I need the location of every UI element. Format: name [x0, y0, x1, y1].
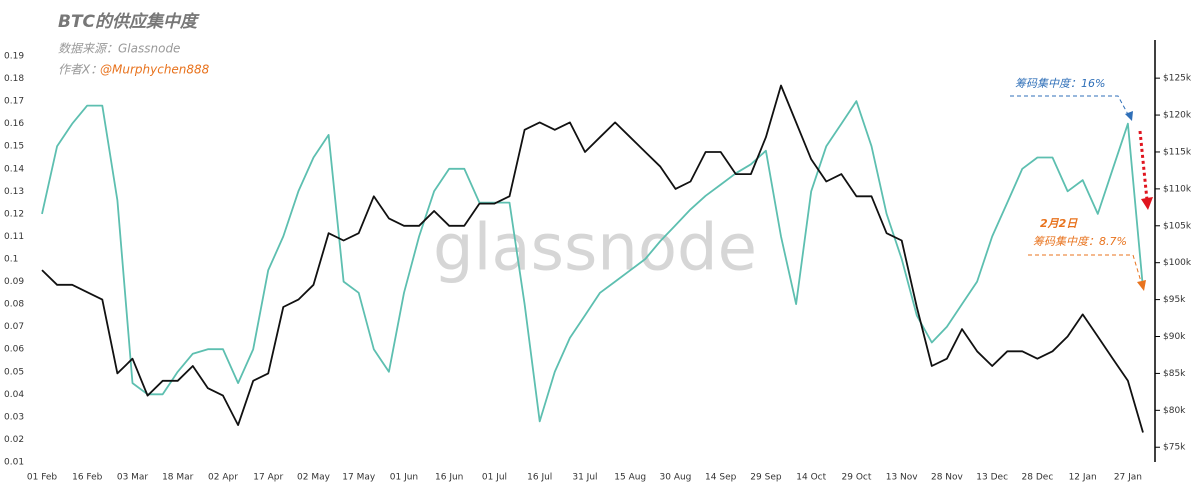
x-tick-label: 01 Jul	[482, 473, 507, 483]
y-tick-label: 0.11	[4, 232, 24, 242]
y2-tick-label: $85k	[1163, 369, 1186, 379]
y2-tick-label: $115k	[1163, 147, 1192, 157]
drop-arrow	[1138, 130, 1149, 201]
source: 数据来源：Glassnode	[58, 42, 180, 56]
y-tick-label: 0.1	[4, 255, 18, 265]
x-tick-label: 13 Dec	[976, 473, 1008, 483]
x-tick-label: 28 Dec	[1022, 473, 1054, 483]
x-tick-label: 12 Jan	[1069, 473, 1097, 483]
x-tick-label: 18 Mar	[162, 473, 194, 483]
y-tick-label: 0.19	[4, 52, 24, 62]
y2-tick-label: $75k	[1163, 443, 1186, 453]
x-tick-label: 29 Oct	[842, 473, 872, 483]
arrow-head	[1141, 197, 1153, 210]
x-tick-label: 02 Apr	[208, 473, 238, 483]
annotation-arrow	[1010, 95, 1131, 119]
y2-tick-label: $105k	[1163, 221, 1192, 231]
x-tick-label: 03 Mar	[117, 473, 149, 483]
author-handle: @Murphychen888	[100, 63, 210, 77]
annotation: 筹码集中度：8.7%	[1033, 235, 1127, 248]
x-tick-label: 02 May	[297, 473, 331, 483]
y-tick-label: 0.12	[4, 209, 24, 219]
y2-tick-label: $110k	[1163, 184, 1192, 194]
x-tick-label: 14 Sep	[705, 473, 737, 483]
arrow-head	[1125, 111, 1133, 121]
y-tick-label: 0.01	[4, 458, 24, 468]
x-tick-label: 01 Feb	[27, 473, 58, 483]
x-tick-label: 16 Jul	[527, 473, 552, 483]
x-tick-label: 28 Nov	[931, 473, 964, 483]
y-tick-label: 0.14	[4, 164, 24, 174]
y-tick-label: 0.05	[4, 367, 24, 377]
y2-tick-label: $80k	[1163, 406, 1186, 416]
x-tick-label: 16 Feb	[72, 473, 103, 483]
y2-tick-label: $100k	[1163, 258, 1192, 268]
y2-tick-label: $125k	[1163, 74, 1192, 84]
annotation: 2月2日	[1040, 217, 1078, 230]
x-tick-label: 17 May	[342, 473, 376, 483]
y-tick-label: 0.03	[4, 412, 24, 422]
y-tick-label: 0.18	[4, 74, 24, 84]
x-tick-label: 31 Jul	[572, 473, 597, 483]
y-tick-label: 0.08	[4, 300, 24, 310]
y-tick-label: 0.06	[4, 345, 24, 355]
y-tick-label: 0.09	[4, 277, 24, 287]
x-tick-label: 27 Jan	[1114, 473, 1142, 483]
y-tick-label: 0.02	[4, 435, 24, 445]
y2-tick-label: $90k	[1163, 332, 1186, 342]
x-tick-label: 15 Aug	[614, 473, 646, 483]
y-tick-label: 0.04	[4, 390, 24, 400]
x-tick-label: 13 Nov	[886, 473, 919, 483]
x-tick-label: 16 Jun	[435, 473, 463, 483]
y2-tick-label: $120k	[1163, 111, 1192, 121]
y-tick-label: 0.16	[4, 119, 24, 129]
y-tick-label: 0.17	[4, 97, 24, 107]
y-tick-label: 0.15	[4, 142, 24, 152]
x-tick-label: 17 Apr	[253, 473, 283, 483]
annotation-arrow	[1028, 254, 1143, 286]
author-label: 作者X：	[58, 63, 102, 77]
y2-tick-label: $95k	[1163, 295, 1186, 305]
annotation: 筹码集中度：16%	[1015, 77, 1105, 90]
y-tick-label: 0.07	[4, 322, 24, 332]
arrow-head	[1137, 280, 1146, 291]
x-tick-label: 14 Oct	[796, 473, 826, 483]
x-tick-label: 30 Aug	[660, 473, 692, 483]
watermark: glassnode	[433, 212, 757, 286]
y-tick-label: 0.13	[4, 187, 24, 197]
series-line	[41, 84, 1144, 433]
x-tick-label: 29 Sep	[750, 473, 782, 483]
x-tick-label: 01 Jun	[390, 473, 418, 483]
chart-title: BTC的供应集中度	[58, 12, 200, 32]
series-line	[41, 100, 1144, 423]
